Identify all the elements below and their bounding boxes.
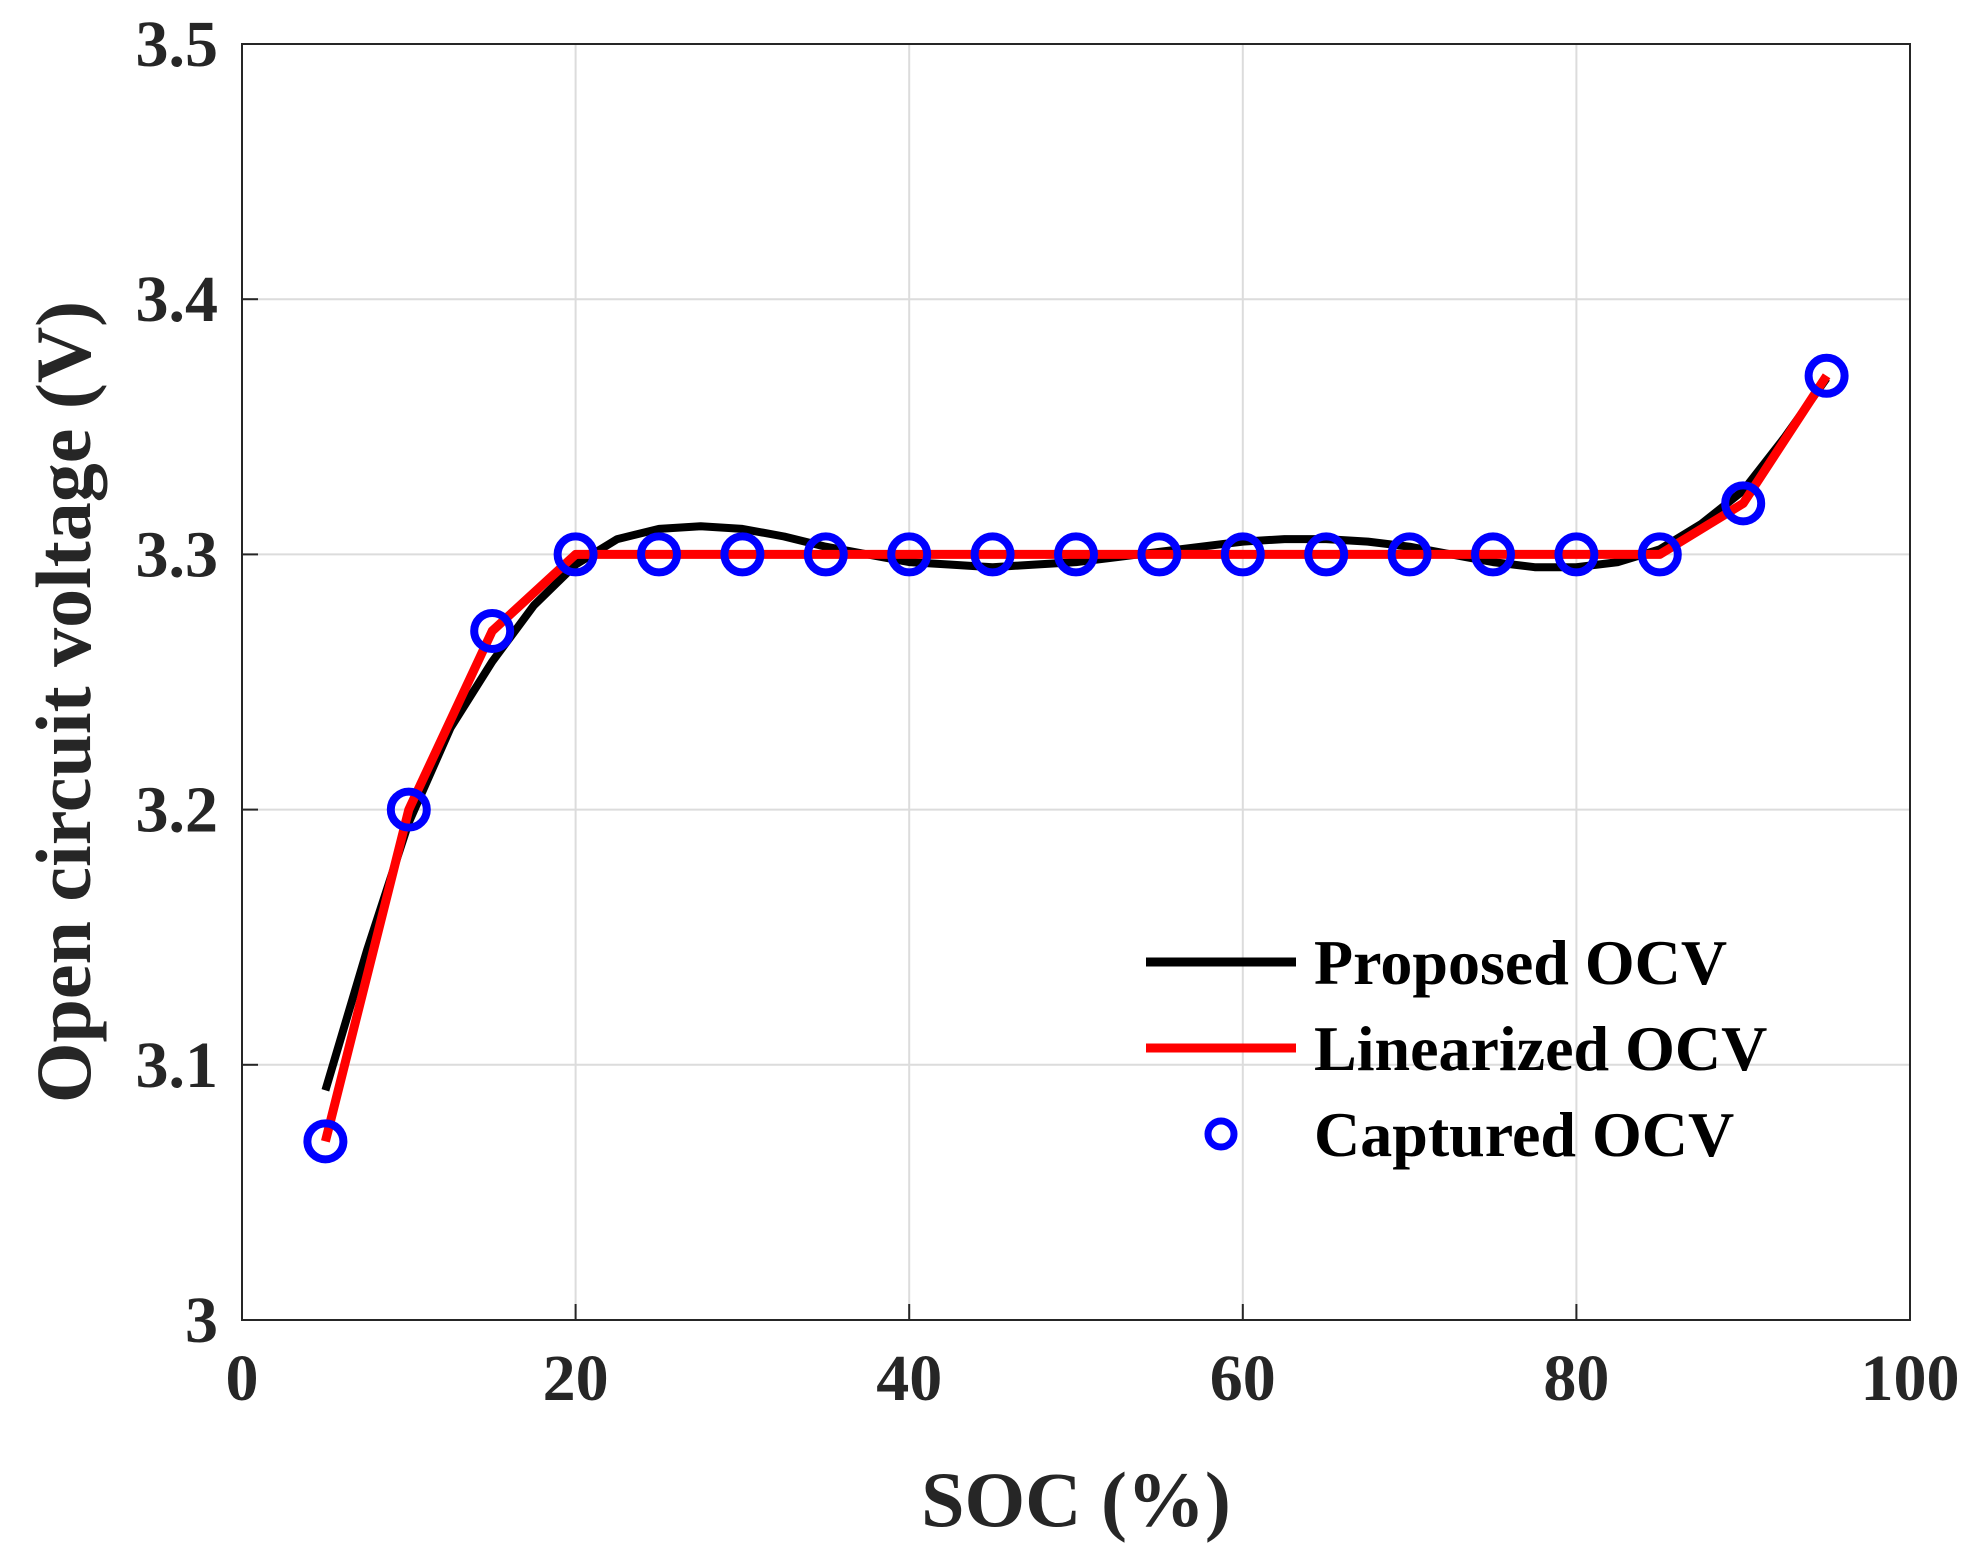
x-tick-labels: 0 20 40 60 80 100 (226, 1342, 1960, 1415)
data-point (1554, 532, 1599, 577)
data-point (1721, 481, 1766, 526)
data-point (1804, 353, 1849, 398)
x-tick-label: 0 (226, 1342, 259, 1415)
series-proposed-ocv (321, 375, 1830, 1092)
axis-ticks (241, 43, 1911, 1321)
data-point (303, 1119, 348, 1164)
x-axis-label: SOC (%) (921, 1456, 1231, 1543)
data-point (1637, 532, 1682, 577)
data-point (1471, 532, 1515, 577)
x-tick-label: 100 (1861, 1342, 1960, 1415)
y-tick-label: 3.4 (136, 263, 219, 336)
data-point (1220, 532, 1265, 577)
data-point (553, 532, 598, 577)
data-point (1304, 532, 1349, 577)
series-linearized-ocv (321, 373, 1831, 1143)
legend-swatch (1204, 1117, 1238, 1151)
data-point (970, 532, 1015, 577)
data-point (1387, 532, 1432, 577)
data-point (386, 787, 431, 832)
x-tick-label: 40 (876, 1342, 942, 1415)
plot-frame (241, 43, 1911, 1321)
legend-item: Linearized OCV (1146, 1013, 1767, 1084)
y-tick-label: 3.1 (136, 1029, 219, 1102)
legend-item: Proposed OCV (1146, 927, 1727, 998)
legend-label: Captured OCV (1314, 1099, 1734, 1170)
series-line (321, 375, 1830, 1092)
y-tick-label: 3.3 (136, 518, 219, 591)
legend: Proposed OCV Linearized OCV Captured OCV (1146, 927, 1767, 1170)
y-tick-labels: 3 3.1 3.2 3.3 3.4 3.5 (136, 8, 219, 1357)
y-tick-label: 3 (185, 1284, 218, 1357)
y-tick-label: 3.2 (136, 774, 219, 847)
x-tick-label: 60 (1210, 1342, 1276, 1415)
data-point (887, 532, 932, 577)
data-point (803, 532, 848, 577)
y-tick-label: 3.5 (136, 8, 219, 81)
data-point (637, 532, 681, 577)
data-point (720, 532, 765, 577)
data-point (1137, 532, 1182, 577)
legend-item: Captured OCV (1204, 1099, 1734, 1170)
series-layer (303, 353, 1849, 1164)
series-captured-ocv (303, 353, 1849, 1164)
data-point (470, 608, 515, 653)
legend-label: Linearized OCV (1314, 1013, 1767, 1084)
data-point (1054, 532, 1098, 577)
y-axis-label: Open circuit voltage (V) (20, 301, 107, 1103)
series-line (321, 373, 1831, 1143)
x-tick-label: 80 (1543, 1342, 1609, 1415)
legend-label: Proposed OCV (1314, 927, 1727, 998)
x-tick-label: 20 (543, 1342, 609, 1415)
